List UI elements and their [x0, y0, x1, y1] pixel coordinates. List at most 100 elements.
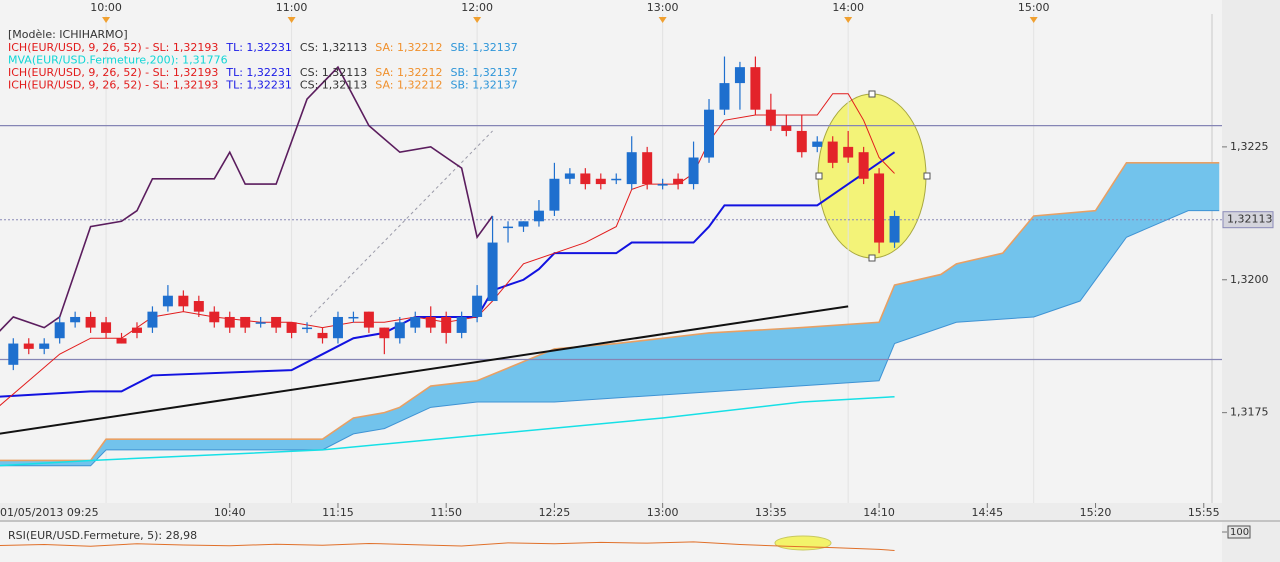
legend-text: SA: 1,32212 [375, 41, 442, 54]
x-tick-label: 11:15 [322, 506, 354, 519]
candle-body [209, 311, 220, 323]
senkou-b-line [0, 210, 1220, 467]
legend-text: TL: 1,32231 [225, 79, 292, 92]
legend-text: ICH(EUR/USD, 9, 26, 52) - SL: 1,32193 [8, 41, 218, 54]
legend-text: TL: 1,32231 [225, 66, 292, 79]
candle-body [549, 178, 560, 211]
candle-body [8, 343, 19, 365]
top-tick-label: 12:00 [461, 1, 493, 14]
candle-body [286, 322, 297, 333]
x-tick-label: 13:35 [755, 506, 787, 519]
indicator-line [0, 305, 849, 435]
top-tick-label: 13:00 [647, 1, 679, 14]
highlight-ellipse [817, 93, 927, 259]
candle-body [719, 83, 730, 110]
candle-body [503, 226, 514, 229]
ellipse-handles [815, 90, 931, 262]
legend-text: CS: 1,32113 [300, 79, 367, 92]
legend-text: ICH(EUR/USD, 9, 26, 52) - SL: 1,32193 [8, 66, 218, 79]
legend-text: MVA(EUR/USD.Fermeture,200): 1,31776 [8, 54, 228, 67]
candle-body [626, 152, 637, 185]
x-tick-label: 01/05/2013 09:25 [0, 506, 99, 519]
candle-body [456, 316, 467, 333]
last-price-label: 1,32113 [1227, 213, 1273, 226]
rsi-tick-label: 100 [1230, 527, 1249, 538]
indicator-line [309, 130, 493, 318]
candle-body [595, 178, 606, 185]
candle-body [704, 109, 715, 158]
legend-entry: ICH(EUR/USD, 9, 26, 52) - SL: 1,32193 TL:… [8, 41, 518, 54]
candle-body [54, 322, 65, 339]
candle-body [858, 152, 869, 179]
handle [923, 172, 931, 180]
top-tick-marker [287, 17, 296, 23]
indicator-line [0, 93, 895, 407]
candle-body [642, 152, 653, 185]
legend-text: ICH(EUR/USD, 9, 26, 52) - SL: 1,32193 [8, 79, 218, 92]
top-tick-label: 10:00 [90, 1, 122, 14]
y-tick-label: 1,3175 [1230, 406, 1269, 419]
candle-body [688, 157, 699, 185]
candle-body [70, 316, 81, 323]
legend-text: SB: 1,32137 [451, 41, 518, 54]
candle-body [101, 322, 112, 333]
candle-body [410, 316, 421, 328]
candle-body [889, 215, 900, 243]
top-tick-marker [658, 17, 667, 23]
indicator-line [0, 395, 895, 467]
ichimoku-cloud [0, 162, 1220, 466]
candle-body [487, 242, 498, 302]
x-tick-label: 15:20 [1080, 506, 1112, 519]
candle-body [425, 316, 436, 328]
candle-body [116, 338, 127, 344]
candle-body [317, 332, 328, 339]
candle-body [827, 141, 838, 163]
candle-body [394, 322, 405, 339]
legend-text: CS: 1,32113 [300, 41, 367, 54]
x-tick-label: 10:40 [214, 506, 246, 519]
candle-body [85, 316, 96, 328]
top-tick-marker [473, 17, 482, 23]
candle-body [271, 316, 282, 328]
x-tick-label: 14:10 [863, 506, 895, 519]
legend-text: CS: 1,32113 [300, 66, 367, 79]
legend-entry: MVA(EUR/USD.Fermeture,200): 1,31776 [8, 54, 228, 67]
candle-body [796, 130, 807, 153]
candle-body [193, 301, 204, 312]
candle-body [147, 311, 158, 328]
legend-entry: ICH(EUR/USD, 9, 26, 52) - SL: 1,32193 TL:… [8, 66, 518, 79]
top-tick-label: 11:00 [276, 1, 308, 14]
candle-body [750, 67, 761, 110]
indicator-line [0, 151, 896, 398]
rsi-panel [0, 522, 1222, 562]
top-tick-label: 14:00 [832, 1, 864, 14]
candle-body [580, 173, 591, 185]
legend-text: SA: 1,32212 [375, 79, 442, 92]
candle-body [379, 327, 390, 339]
candle-body [874, 173, 885, 243]
time-axis-background [0, 503, 1222, 520]
rsi-label: RSI(EUR/USD.Fermeture, 5): 28,98 [8, 529, 197, 542]
candle-body [765, 109, 776, 126]
y-tick-label: 1,3225 [1230, 140, 1269, 153]
last-price-box [1222, 211, 1274, 229]
x-tick-label: 11:50 [430, 506, 462, 519]
senkou-a-line [0, 162, 1220, 462]
candle-body [255, 322, 266, 324]
legend-text: TL: 1,32231 [225, 41, 292, 54]
rsi-line [0, 541, 895, 551]
candle-body [240, 316, 251, 328]
candle-body [734, 67, 745, 84]
top-tick-marker [1029, 17, 1038, 23]
candle-body [363, 311, 374, 328]
candle-body [348, 316, 359, 319]
legend-text: SB: 1,32137 [451, 66, 518, 79]
candle-body [302, 327, 313, 330]
candle-body [611, 178, 622, 181]
candle-body [178, 295, 189, 307]
handle [868, 254, 876, 262]
candle-body [131, 327, 142, 333]
legend-entry: ICH(EUR/USD, 9, 26, 52) - SL: 1,32193 TL:… [8, 79, 518, 92]
top-tick-marker [844, 17, 853, 23]
